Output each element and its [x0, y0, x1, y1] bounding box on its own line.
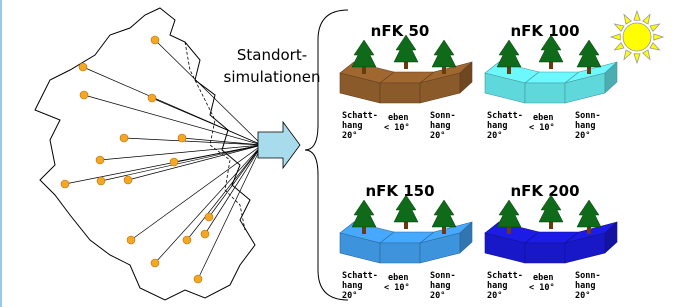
site-dot: [80, 91, 88, 99]
sun-ray: [634, 54, 640, 63]
slope-angle: < 10°: [529, 123, 555, 133]
slope-name: Sonn-: [430, 111, 456, 121]
slope-name: hang: [575, 281, 595, 291]
tree: [432, 200, 456, 227]
arrow: [258, 122, 300, 168]
sun-ray: [611, 34, 620, 40]
slope-name: eben: [388, 113, 408, 123]
tree: [497, 200, 521, 227]
site-dot: [151, 259, 159, 267]
slope-angle: 20°: [430, 291, 445, 301]
slope-name: Schatt-: [487, 111, 523, 121]
slope-name: eben: [388, 273, 408, 283]
sun-ray: [624, 50, 631, 60]
panel-title: nFK 200: [510, 182, 579, 200]
sun-ray: [624, 14, 631, 24]
site-dot: [96, 156, 104, 164]
site-dot: [148, 94, 156, 102]
sun-disc: [623, 23, 651, 51]
panel-title: nFK 150: [365, 182, 434, 200]
slope-name: Sonn-: [575, 111, 601, 121]
tree: [432, 40, 456, 67]
site-dot: [201, 230, 209, 238]
site-dot: [194, 275, 202, 283]
slope-angle: 20°: [575, 291, 590, 301]
slope-name: eben: [533, 273, 553, 283]
tree: [577, 40, 601, 67]
block-front: [380, 83, 420, 103]
site-dot: [97, 177, 105, 185]
slope-angle: 20°: [342, 291, 357, 301]
slope-name: eben: [533, 113, 553, 123]
slope-name: hang: [430, 281, 450, 291]
tree: [577, 200, 601, 227]
slope-angle: 20°: [487, 131, 502, 141]
site-dot: [183, 236, 191, 244]
slope-angle: < 10°: [529, 283, 555, 293]
site-dot: [127, 236, 135, 244]
slope-angle: < 10°: [384, 123, 410, 133]
label-line: Standort-: [237, 46, 307, 64]
slope-name: Sonn-: [430, 271, 456, 281]
slope-name: Schatt-: [342, 111, 378, 121]
block-front: [380, 243, 420, 263]
slope-angle: < 10°: [384, 283, 410, 293]
sun-ray: [650, 24, 660, 31]
brace: [305, 10, 348, 300]
site-dot: [178, 134, 186, 142]
sun-ray: [650, 43, 660, 50]
tree: [352, 40, 376, 67]
sun-ray: [634, 11, 640, 20]
slope-angle: 20°: [487, 291, 502, 301]
panel-title: nFK 100: [510, 22, 579, 40]
slope-name: hang: [342, 121, 362, 131]
slope-name: Sonn-: [575, 271, 601, 281]
site-dot: [120, 134, 128, 142]
slope-name: hang: [430, 121, 450, 131]
site-dot: [124, 176, 132, 184]
tree: [352, 200, 376, 227]
block-front: [525, 83, 565, 103]
diagram: Standort- simulationen nFK 50 Schatt-hang…: [0, 0, 676, 307]
sun-ray: [643, 50, 650, 60]
slope-angle: 20°: [342, 131, 357, 141]
site-dot: [151, 36, 159, 44]
site-dot: [61, 180, 69, 188]
site-dot: [205, 213, 213, 221]
sun-ray: [643, 14, 650, 24]
panel-title: nFK 50: [371, 22, 430, 40]
slope-name: hang: [487, 281, 507, 291]
slope-name: Schatt-: [342, 271, 378, 281]
site-dot: [79, 63, 87, 71]
slope-name: hang: [575, 121, 595, 131]
label-line: simulationen: [224, 68, 321, 86]
site-dot: [170, 158, 178, 166]
sun-ray: [614, 43, 624, 50]
slope-angle: 20°: [430, 131, 445, 141]
sun-ray: [654, 34, 663, 40]
sun: [611, 11, 663, 63]
panels: nFK 50Schatt-hang20°eben< 10°Sonn-hang20…: [340, 22, 617, 301]
slope-angle: 20°: [575, 131, 590, 141]
sun-ray: [614, 24, 624, 31]
block-front: [525, 243, 565, 263]
slope-name: hang: [487, 121, 507, 131]
tree: [497, 40, 521, 67]
slope-name: Schatt-: [487, 271, 523, 281]
slope-name: hang: [342, 281, 362, 291]
